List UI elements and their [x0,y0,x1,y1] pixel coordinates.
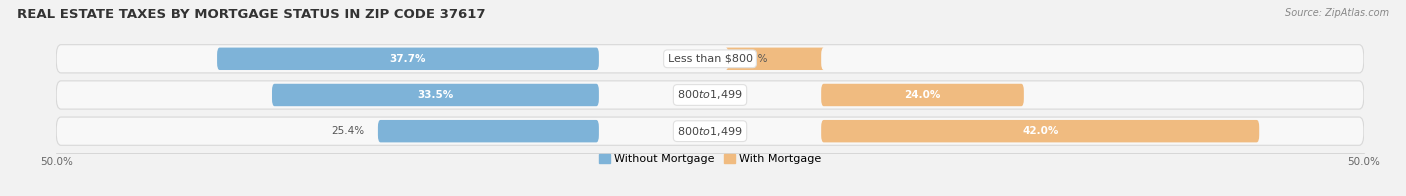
Text: 25.4%: 25.4% [332,126,364,136]
Text: $800 to $1,499: $800 to $1,499 [678,125,742,138]
FancyBboxPatch shape [271,84,599,106]
FancyBboxPatch shape [56,45,1364,73]
Text: 1.4%: 1.4% [741,54,768,64]
Text: Source: ZipAtlas.com: Source: ZipAtlas.com [1285,8,1389,18]
Text: 37.7%: 37.7% [389,54,426,64]
FancyBboxPatch shape [56,117,1364,145]
Text: REAL ESTATE TAXES BY MORTGAGE STATUS IN ZIP CODE 37617: REAL ESTATE TAXES BY MORTGAGE STATUS IN … [17,8,485,21]
FancyBboxPatch shape [56,81,1364,109]
FancyBboxPatch shape [821,120,1260,142]
Text: 42.0%: 42.0% [1022,126,1059,136]
Text: 24.0%: 24.0% [904,90,941,100]
Legend: Without Mortgage, With Mortgage: Without Mortgage, With Mortgage [595,149,825,169]
FancyBboxPatch shape [378,120,599,142]
FancyBboxPatch shape [217,48,599,70]
Text: $800 to $1,499: $800 to $1,499 [678,88,742,102]
Text: 33.5%: 33.5% [418,90,454,100]
FancyBboxPatch shape [821,84,1024,106]
FancyBboxPatch shape [725,48,824,70]
Text: Less than $800: Less than $800 [668,54,752,64]
